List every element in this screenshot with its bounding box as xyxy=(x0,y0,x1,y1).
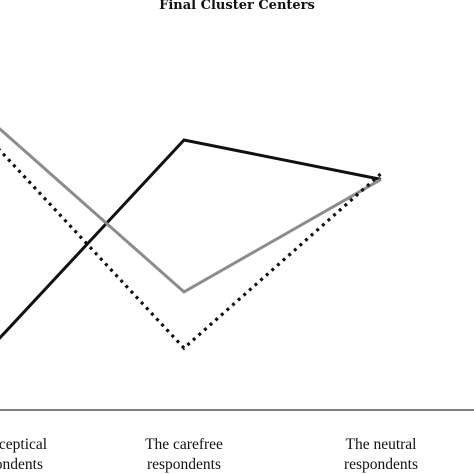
x-tick-label-line: The neutral xyxy=(345,436,416,453)
x-tick-label-line: respondents xyxy=(0,456,43,473)
series-line-2 xyxy=(0,127,382,294)
series-line-1 xyxy=(0,138,382,340)
series-layer xyxy=(0,127,383,351)
x-tick-label-line: respondents xyxy=(344,456,418,473)
x-tick-label-line: The carefree xyxy=(145,436,223,453)
x-tick-label-line: respondents xyxy=(147,456,221,473)
x-tick-label-3: The neutral respondents xyxy=(344,436,418,473)
chart-title: Final Cluster Centers xyxy=(159,0,315,13)
x-tick-label-2: The carefree respondents xyxy=(145,436,223,473)
